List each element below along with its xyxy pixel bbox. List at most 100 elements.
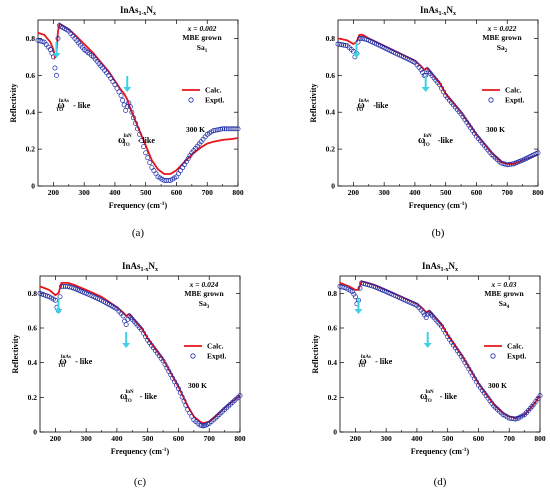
data-point: [143, 334, 149, 340]
panel-label: (a): [132, 227, 145, 239]
data-point: [357, 285, 363, 291]
x-axis-label-end: ): [167, 447, 170, 456]
annotation-inas-mode: ωInAs TO - like: [56, 99, 91, 113]
data-point: [185, 407, 191, 412]
data-point: [337, 41, 343, 47]
x-axis-label-sup: -1: [160, 201, 165, 207]
data-point: [421, 72, 427, 78]
data-point: [418, 67, 424, 73]
ann-sup: InAs: [361, 355, 371, 360]
title-base: InAs: [120, 5, 139, 15]
data-point: [137, 131, 142, 137]
data-point: [439, 323, 444, 329]
data-point: [335, 41, 341, 47]
x-axis-label: Frequency (cm-1): [111, 447, 170, 456]
info-growth: MBE grown: [184, 289, 224, 298]
ann-sub: TO: [356, 108, 363, 113]
ann-sub: TO: [358, 364, 365, 369]
data-point: [179, 394, 185, 400]
ann-tail: - like: [438, 392, 458, 401]
y-axis-label: Reflectivity: [11, 334, 20, 373]
data-point: [352, 294, 358, 300]
omega-symbol: ω: [57, 100, 64, 111]
omega-symbol: ω: [357, 100, 364, 111]
data-point: [135, 126, 140, 132]
data-point: [177, 390, 183, 396]
data-point: [187, 410, 193, 416]
ann-sup: InN: [125, 390, 134, 395]
x-tick-label: 800: [232, 188, 244, 197]
y-tick-label: 0.6: [328, 324, 338, 333]
data-point: [422, 312, 428, 318]
mode-arrow-head: [52, 53, 61, 58]
title-sub-1: 1-x: [141, 267, 149, 273]
chart-title: InAs1-xNx: [420, 5, 456, 17]
data-point: [55, 35, 61, 41]
x-axis-label-end: ): [465, 201, 468, 210]
chart-title: InAs1-xNx: [120, 5, 156, 17]
sample-sub: 2: [505, 49, 508, 54]
data-point: [441, 327, 447, 333]
title-base: InAs: [420, 5, 439, 15]
legend-label-exptl: Exptl.: [507, 352, 527, 361]
data-point: [176, 171, 181, 177]
data-point: [141, 144, 147, 150]
omega-symbol: ω: [59, 356, 66, 367]
data-point: [183, 402, 189, 408]
x-tick-label: 500: [142, 434, 154, 443]
ann-sub: TO: [425, 399, 432, 404]
y-tick-label: 0.8: [26, 34, 36, 43]
y-axis-label: Reflectivity: [9, 83, 18, 122]
y-tick-label: 0.2: [328, 393, 338, 402]
annotation-inas-mode: ωInAs TO - like: [58, 355, 93, 369]
data-point: [120, 313, 126, 319]
title-base: InAs: [122, 261, 141, 271]
data-point: [342, 43, 348, 48]
series-markers-exptl: [37, 283, 243, 429]
x-axis-label: Frequency (cm-1): [409, 201, 468, 210]
data-point: [237, 393, 243, 399]
x-axis-label-text: Frequency (cm: [109, 201, 161, 210]
x-tick-label: 300: [81, 434, 93, 443]
plot-frame: [339, 275, 541, 433]
ann-tail: -like: [371, 101, 389, 110]
panel-label: (b): [432, 227, 445, 239]
x-axis-label: Frequency (cm-1): [109, 201, 168, 210]
annotation-inn-mode: ωInN TO - like: [420, 390, 457, 404]
data-point: [210, 128, 216, 134]
data-point: [178, 168, 184, 174]
temperature-label: 300 K: [488, 381, 507, 390]
x-tick-label: 500: [442, 434, 454, 443]
mode-arrow-head: [122, 343, 131, 348]
data-point: [341, 42, 346, 48]
x-tick-label: 700: [504, 434, 516, 443]
ann-sup: InN: [423, 134, 432, 139]
data-point: [114, 85, 120, 91]
ann-tail: - like: [138, 392, 158, 401]
info-composition: x = 0.03: [491, 280, 517, 289]
data-point: [443, 330, 449, 336]
x-axis-label-text: Frequency (cm: [409, 201, 461, 210]
x-tick-label: 600: [473, 434, 485, 443]
omega-symbol: ω: [420, 391, 427, 402]
ann-sup: InAs: [61, 355, 71, 360]
title-mid: N: [449, 261, 456, 271]
legend-label-calc: Calc.: [505, 86, 522, 95]
x-tick-label: 800: [534, 434, 546, 443]
legend-label-calc: Calc.: [205, 86, 222, 95]
info-composition: x = 0.002: [187, 24, 217, 33]
legend-label-calc: Calc.: [507, 342, 524, 351]
x-tick-label: 600: [173, 434, 185, 443]
x-axis-label: Frequency (cm-1): [411, 447, 470, 456]
data-point: [535, 150, 541, 156]
data-point: [50, 54, 56, 60]
x-tick-label: 200: [50, 434, 62, 443]
mode-arrow-head: [352, 53, 361, 58]
mode-arrow-head: [354, 309, 363, 314]
data-point: [357, 35, 362, 41]
x-tick-label: 700: [204, 434, 216, 443]
legend-label-calc: Calc.: [207, 342, 224, 351]
legend-swatch-exptl: [190, 353, 196, 359]
x-tick-label: 200: [48, 188, 60, 197]
